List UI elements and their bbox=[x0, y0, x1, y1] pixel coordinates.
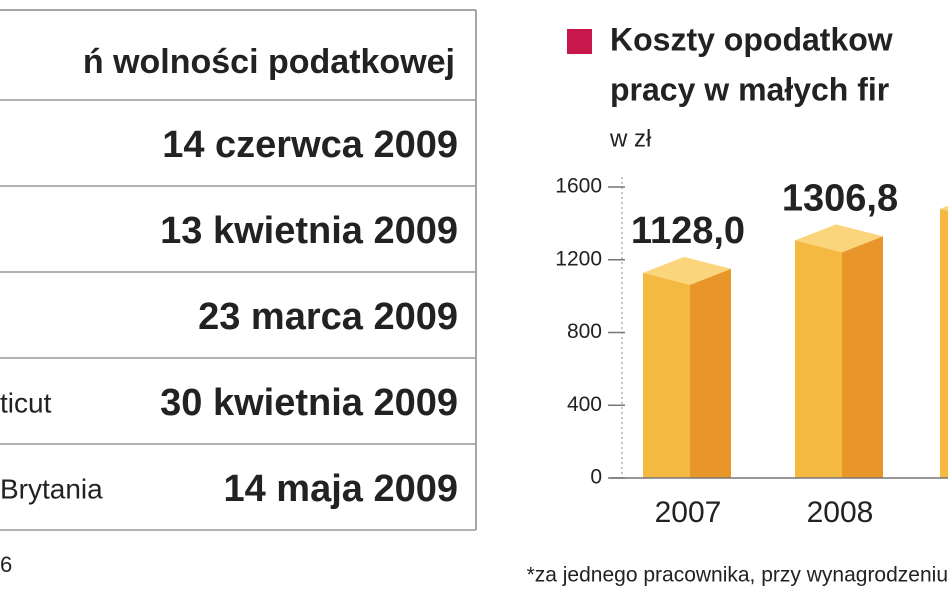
x-tick-label: 2008 bbox=[807, 496, 874, 529]
source: 6 bbox=[0, 552, 12, 577]
y-tick-label: 1200 bbox=[555, 247, 602, 270]
bar bbox=[643, 256, 731, 478]
subtitle: w zł bbox=[609, 125, 652, 152]
date: 13 kwietnia 2009 bbox=[160, 210, 458, 252]
value-label: 1128,0 bbox=[631, 210, 745, 252]
date: 23 marca 2009 bbox=[198, 296, 458, 338]
bar bbox=[940, 205, 948, 478]
chart-title: Koszty opodatkow bbox=[610, 21, 893, 57]
value-label: 1306,8 bbox=[782, 177, 898, 219]
bar bbox=[795, 224, 883, 478]
footnote: *za jednego pracownika, przy wynagrodzen… bbox=[527, 564, 948, 587]
chart-title: pracy w małych fir bbox=[610, 71, 889, 107]
y-tick-label: 400 bbox=[567, 393, 602, 416]
bar-front bbox=[795, 240, 842, 478]
table: ń wolności podatkowej bbox=[0, 9, 477, 530]
bar-top bbox=[643, 256, 731, 285]
x-tick-label: 2007 bbox=[655, 496, 722, 529]
y-tick-label: 0 bbox=[590, 466, 602, 489]
date: 14 czerwca 2009 bbox=[162, 124, 458, 166]
bar-front bbox=[940, 208, 948, 478]
bar-side bbox=[690, 268, 731, 478]
bar-side bbox=[842, 236, 883, 478]
country: ticut bbox=[0, 387, 52, 418]
country: Brytania bbox=[0, 473, 103, 504]
date: 30 kwietnia 2009 bbox=[160, 382, 458, 424]
bar-top bbox=[795, 224, 883, 253]
legend-square bbox=[567, 29, 592, 54]
y-tick-label: 800 bbox=[567, 320, 602, 343]
bar-front bbox=[643, 272, 690, 478]
date: 14 maja 2009 bbox=[223, 468, 458, 510]
bar-top bbox=[940, 205, 948, 211]
y-tick-label: 1600 bbox=[555, 175, 602, 198]
table-header: ń wolności podatkowej bbox=[83, 43, 455, 81]
